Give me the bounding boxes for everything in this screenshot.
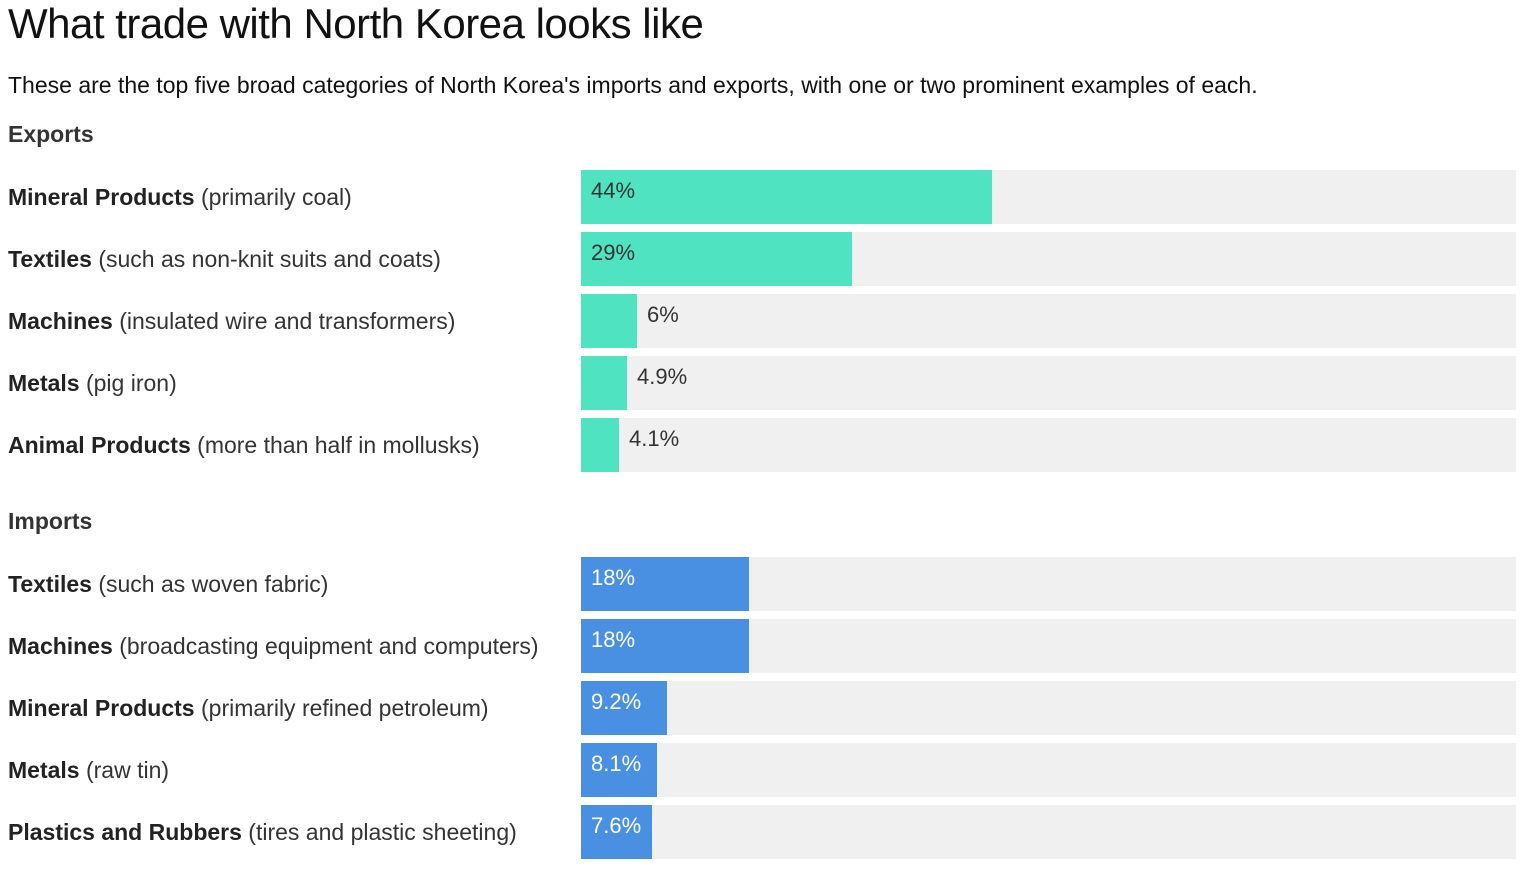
- imports-bar: [581, 805, 652, 859]
- exports-bar: [581, 170, 992, 224]
- exports-category-detail: (more than half in mollusks): [190, 432, 480, 458]
- imports-category-name: Plastics and Rubbers: [8, 819, 242, 845]
- imports-bar: [581, 557, 749, 611]
- imports-category-detail: (broadcasting equipment and computers): [112, 633, 539, 659]
- exports-category-detail: (insulated wire and transformers): [112, 308, 456, 334]
- imports-bar-track: 9.2%: [581, 681, 1516, 735]
- imports-category-name: Mineral Products: [8, 695, 195, 721]
- exports-category-name: Textiles: [8, 246, 92, 272]
- imports-category-detail: (tires and plastic sheeting): [241, 819, 517, 845]
- exports-category-detail: (pig iron): [79, 370, 177, 396]
- imports-row-label: Metals (raw tin): [8, 743, 169, 797]
- exports-bar-track: 4.1%: [581, 418, 1516, 472]
- exports-category-detail: (primarily coal): [194, 184, 352, 210]
- exports-bar: [581, 356, 627, 410]
- imports-bar-track: 8.1%: [581, 743, 1516, 797]
- imports-bar: [581, 619, 749, 673]
- exports-row-label: Animal Products (more than half in mollu…: [8, 418, 480, 472]
- exports-bar: [581, 294, 637, 348]
- exports-row-label: Mineral Products (primarily coal): [8, 170, 352, 224]
- imports-category-detail: (such as woven fabric): [91, 571, 329, 597]
- exports-data-label: 6%: [647, 302, 679, 327]
- imports-bar-track: 7.6%: [581, 805, 1516, 859]
- imports-data-label: 9.2%: [591, 689, 642, 714]
- imports-data-label: 8.1%: [591, 751, 642, 776]
- chart-title: What trade with North Korea looks like: [8, 0, 704, 47]
- exports-category-detail: (such as non-knit suits and coats): [91, 246, 441, 272]
- exports-category-name: Metals: [8, 370, 80, 396]
- exports-category-name: Machines: [8, 308, 113, 334]
- imports-data-label: 18%: [591, 627, 636, 652]
- exports-bar: [581, 232, 852, 286]
- imports-data-label: 7.6%: [591, 813, 642, 838]
- imports-row-label: Mineral Products (primarily refined petr…: [8, 681, 489, 735]
- imports-row-label: Textiles (such as woven fabric): [8, 557, 328, 611]
- imports-bar-track: 18%: [581, 557, 1516, 611]
- exports-row-label: Metals (pig iron): [8, 356, 177, 410]
- imports-category-name: Metals: [8, 757, 80, 783]
- exports-data-label: 4.9%: [637, 364, 688, 389]
- exports-row-label: Machines (insulated wire and transformer…: [8, 294, 455, 348]
- imports-category-detail: (primarily refined petroleum): [194, 695, 489, 721]
- exports-bar-track: 4.9%: [581, 356, 1516, 410]
- imports-category-name: Textiles: [8, 571, 92, 597]
- exports-section-title: Exports: [8, 121, 94, 147]
- imports-row-label: Machines (broadcasting equipment and com…: [8, 619, 539, 673]
- exports-bar-track: 29%: [581, 232, 1516, 286]
- imports-row-label: Plastics and Rubbers (tires and plastic …: [8, 805, 517, 859]
- imports-bar: [581, 681, 667, 735]
- exports-data-label: 44%: [591, 178, 636, 203]
- imports-bar: [581, 743, 657, 797]
- exports-row-label: Textiles (such as non-knit suits and coa…: [8, 232, 441, 286]
- exports-bar-track: 6%: [581, 294, 1516, 348]
- exports-category-name: Mineral Products: [8, 184, 195, 210]
- exports-bar-track: 44%: [581, 170, 1516, 224]
- imports-category-detail: (raw tin): [79, 757, 170, 783]
- imports-bar-track: 18%: [581, 619, 1516, 673]
- chart-subtitle: These are the top five broad categories …: [8, 72, 1258, 98]
- imports-category-name: Machines: [8, 633, 113, 659]
- exports-bar: [581, 418, 619, 472]
- exports-data-label: 29%: [591, 240, 636, 265]
- exports-category-name: Animal Products: [8, 432, 191, 458]
- imports-section-title: Imports: [8, 508, 93, 534]
- exports-data-label: 4.1%: [629, 426, 680, 451]
- imports-data-label: 18%: [591, 565, 636, 590]
